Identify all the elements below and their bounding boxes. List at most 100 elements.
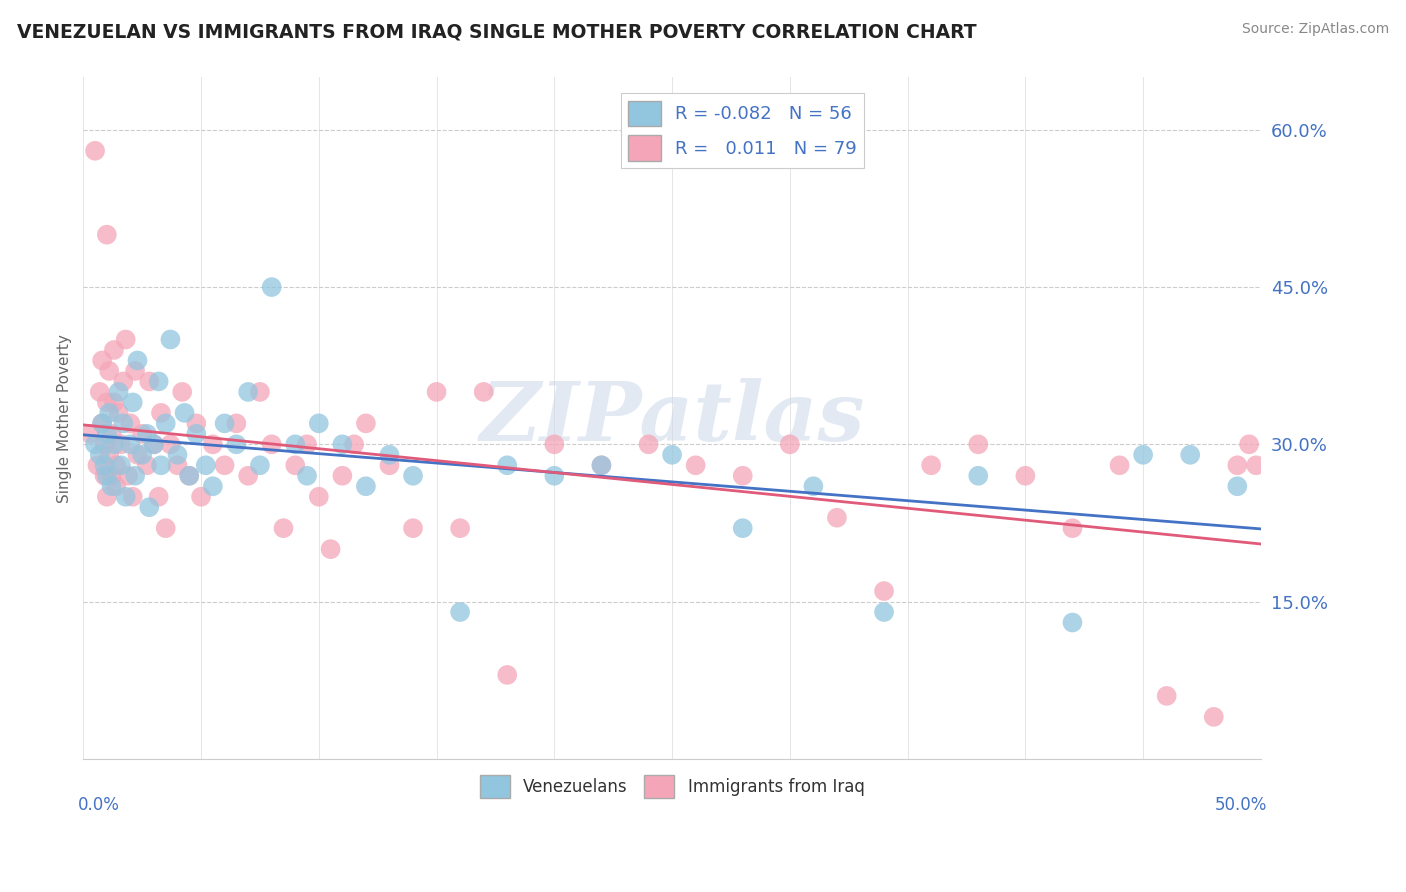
Point <box>150 406 173 420</box>
Point <box>100 468 122 483</box>
Point <box>103 395 125 409</box>
Point <box>179 468 201 483</box>
Point <box>173 406 195 420</box>
Point <box>260 280 283 294</box>
Point <box>332 437 354 451</box>
Point <box>249 384 271 399</box>
Point <box>661 448 683 462</box>
Point <box>86 458 108 473</box>
Point <box>166 458 188 473</box>
Point <box>967 468 990 483</box>
Point <box>332 468 354 483</box>
Point <box>591 458 613 473</box>
Point <box>98 364 121 378</box>
Point <box>295 437 318 451</box>
Point <box>96 490 118 504</box>
Point <box>91 417 114 431</box>
Point <box>120 437 142 451</box>
Point <box>1062 521 1084 535</box>
Point <box>402 521 425 535</box>
Point <box>98 448 121 462</box>
Point <box>121 490 143 504</box>
Point <box>591 458 613 473</box>
Point <box>803 479 825 493</box>
Point <box>186 417 208 431</box>
Point <box>284 458 307 473</box>
Point <box>100 479 122 493</box>
Point <box>105 479 128 493</box>
Point <box>96 426 118 441</box>
Point <box>179 468 201 483</box>
Point <box>249 458 271 473</box>
Point <box>105 458 128 473</box>
Point <box>121 395 143 409</box>
Text: Source: ZipAtlas.com: Source: ZipAtlas.com <box>1241 22 1389 37</box>
Point <box>402 468 425 483</box>
Point <box>214 417 236 431</box>
Point <box>1108 458 1130 473</box>
Point <box>449 605 471 619</box>
Point <box>89 384 111 399</box>
Point <box>295 468 318 483</box>
Point <box>543 437 565 451</box>
Text: ZIPatlas: ZIPatlas <box>479 378 865 458</box>
Point <box>319 542 342 557</box>
Point <box>124 364 146 378</box>
Point <box>91 417 114 431</box>
Point <box>1237 437 1260 451</box>
Point <box>172 384 194 399</box>
Point <box>873 584 896 599</box>
Point <box>98 406 121 420</box>
Point <box>93 437 115 451</box>
Point <box>496 668 519 682</box>
Point <box>354 479 377 493</box>
Point <box>225 417 247 431</box>
Point <box>496 458 519 473</box>
Point <box>472 384 495 399</box>
Point <box>117 468 139 483</box>
Point <box>1226 458 1249 473</box>
Point <box>201 437 224 451</box>
Text: VENEZUELAN VS IMMIGRANTS FROM IRAQ SINGLE MOTHER POVERTY CORRELATION CHART: VENEZUELAN VS IMMIGRANTS FROM IRAQ SINGL… <box>17 22 977 41</box>
Point <box>1062 615 1084 630</box>
Point <box>731 468 754 483</box>
Point <box>779 437 801 451</box>
Point <box>159 333 181 347</box>
Point <box>201 479 224 493</box>
Point <box>685 458 707 473</box>
Text: 0.0%: 0.0% <box>77 797 120 814</box>
Point <box>84 437 107 451</box>
Point <box>284 437 307 451</box>
Point <box>150 458 173 473</box>
Point <box>166 448 188 462</box>
Point <box>148 490 170 504</box>
Point <box>131 448 153 462</box>
Point <box>79 426 101 441</box>
Point <box>236 468 259 483</box>
Point <box>107 406 129 420</box>
Point <box>93 458 115 473</box>
Point <box>1180 448 1202 462</box>
Point <box>1226 479 1249 493</box>
Point <box>96 395 118 409</box>
Point <box>96 468 118 483</box>
Point <box>142 437 165 451</box>
Point <box>103 343 125 357</box>
Point <box>91 353 114 368</box>
Point <box>378 448 401 462</box>
Point <box>135 458 157 473</box>
Point <box>1132 448 1154 462</box>
Point <box>194 458 217 473</box>
Point <box>378 458 401 473</box>
Legend: Venezuelans, Immigrants from Iraq: Venezuelans, Immigrants from Iraq <box>472 768 872 805</box>
Text: 50.0%: 50.0% <box>1215 797 1267 814</box>
Point <box>873 605 896 619</box>
Point <box>114 333 136 347</box>
Point <box>103 437 125 451</box>
Point <box>308 490 330 504</box>
Point <box>93 468 115 483</box>
Point <box>96 227 118 242</box>
Point <box>426 384 449 399</box>
Point <box>637 437 659 451</box>
Point <box>260 437 283 451</box>
